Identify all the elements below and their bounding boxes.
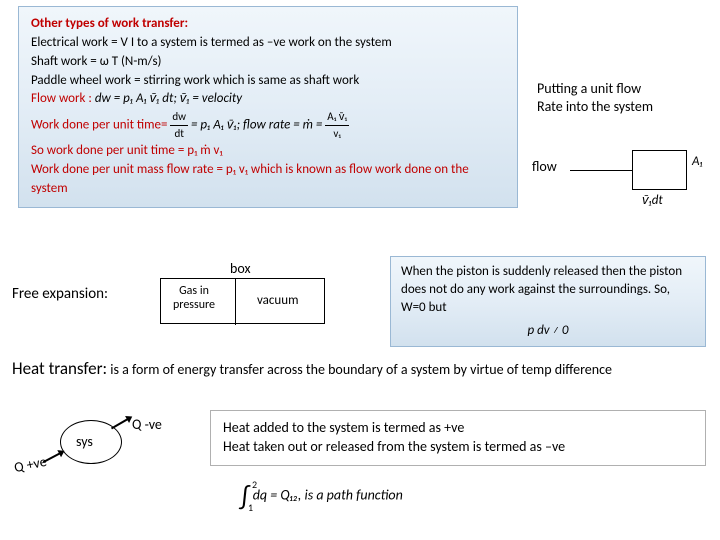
line-per-mass: Work done per unit mass flow rate = p₁ v… [31, 161, 505, 199]
heat-sign-box: Heat added to the system is termed as +v… [210, 410, 706, 466]
heat-transfer-text: Heat transfer: is a form of energy trans… [12, 358, 712, 380]
flow-rect [632, 150, 687, 190]
flow-diagram: flow A₁ v̄₁dt [532, 150, 712, 210]
arrow-out-icon [111, 417, 131, 430]
sys-text: sys [76, 433, 93, 450]
box-diagram: box Gas in pressure vacuum [160, 260, 325, 330]
line-so-work: So work done per unit time = p₁ ṁ v₁ [31, 142, 505, 161]
free-expansion-label: Free expansion: [12, 285, 108, 303]
piston-text: When the piston is suddenly released the… [401, 263, 695, 318]
q-pos: Q +ve [13, 453, 49, 476]
heat-l2: Heat taken out or released from the syst… [223, 438, 693, 457]
line-shaft: Shaft work = ω T (N-m/s) [31, 53, 505, 72]
box-gas: Gas in pressure [173, 284, 215, 313]
line-unit-time: Work done per unit time= dwdt = p₁ A₁ v̄… [31, 109, 505, 142]
box-title: box [230, 260, 251, 277]
sys-diagram: sys Q -ve Q +ve [12, 408, 192, 478]
box-divider [235, 279, 236, 325]
line-paddle: Paddle wheel work = stirring work which … [31, 72, 505, 91]
piston-box: When the piston is suddenly released the… [390, 256, 706, 347]
flow-a1: A₁ [692, 154, 703, 169]
heat-lead: Heat transfer: [12, 358, 107, 379]
line-electrical: Electrical work = V I to a system is ter… [31, 34, 505, 53]
work-transfer-box: Other types of work transfer: Electrical… [18, 6, 518, 208]
top-title: Other types of work transfer: [31, 15, 505, 34]
flow-line [570, 170, 632, 171]
integral-eq: ∫21 dq = Q₁₂, is a path function [240, 480, 520, 512]
piston-eq: p dv ≠ 0 [401, 322, 695, 340]
q-neg: Q -ve [132, 416, 162, 433]
flow-v1dt: v̄₁dt [642, 192, 663, 208]
box-vacuum: vacuum [257, 293, 298, 308]
line-flowwork: Flow work : dw = p₁ A₁ v̄₁ dt; v̄₁ = vel… [31, 90, 505, 109]
flow-note: Putting a unit flow Rate into the system [537, 80, 712, 115]
box-outer: Gas in pressure vacuum [160, 278, 325, 324]
heat-l1: Heat added to the system is termed as +v… [223, 419, 693, 438]
flow-label: flow [532, 158, 557, 175]
integral-icon: ∫21 [240, 480, 250, 512]
